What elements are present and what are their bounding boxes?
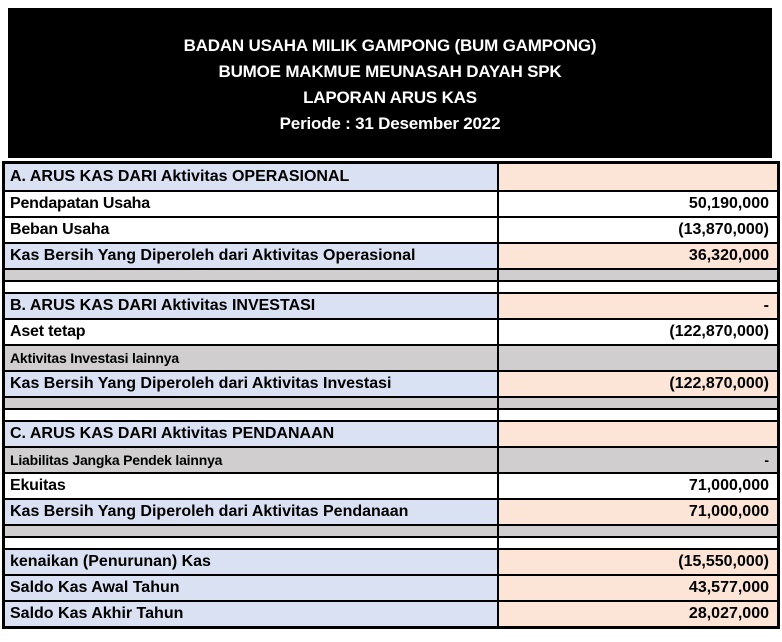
row-value-cell: [499, 164, 777, 190]
row-label-cell: Liabilitas Jangka Pendek lainnya: [5, 448, 499, 472]
table-row: Kas Bersih Yang Diperoleh dari Aktivitas…: [5, 498, 777, 524]
table-row: Aktivitas Investasi lainnya: [5, 344, 777, 370]
row-value-cell: 43,577,000: [499, 576, 777, 600]
row-label-cell: [5, 538, 499, 548]
row-label-cell: Aset tetap: [5, 320, 499, 344]
table-row: Kas Bersih Yang Diperoleh dari Aktivitas…: [5, 370, 777, 396]
row-label-cell: Aktivitas Investasi lainnya: [5, 346, 499, 370]
row-value-cell: [499, 282, 777, 292]
report-title: LAPORAN ARUS KAS: [303, 88, 477, 107]
row-value-cell: 71,000,000: [499, 500, 777, 524]
spacer-row: [5, 396, 777, 408]
row-value-cell: 50,190,000: [499, 192, 777, 216]
row-label-cell: A. ARUS KAS DARI Aktivitas OPERASIONAL: [5, 164, 499, 190]
spacer-row: [5, 408, 777, 420]
row-value-cell: [499, 398, 777, 408]
spacer-row: [5, 524, 777, 536]
table-row: Liabilitas Jangka Pendek lainnya -: [5, 446, 777, 472]
table-row: kenaikan (Penurunan) Kas (15,550,000): [5, 548, 777, 574]
row-value-cell: [499, 422, 777, 446]
row-value-cell: [499, 346, 777, 370]
row-value-cell: (13,870,000): [499, 218, 777, 242]
row-label-cell: Pendapatan Usaha: [5, 192, 499, 216]
row-value-cell: 71,000,000: [499, 474, 777, 498]
table-row: B. ARUS KAS DARI Aktivitas INVESTASI -: [5, 292, 777, 318]
table-row: Kas Bersih Yang Diperoleh dari Aktivitas…: [5, 242, 777, 268]
spacer-row: [5, 280, 777, 292]
row-label-cell: Kas Bersih Yang Diperoleh dari Aktivitas…: [5, 500, 499, 524]
table-row: C. ARUS KAS DARI Aktivitas PENDANAAN: [5, 420, 777, 446]
table-row: Saldo Kas Akhir Tahun 28,027,000: [5, 600, 777, 626]
row-label-cell: Saldo Kas Akhir Tahun: [5, 602, 499, 626]
row-label-cell: Kas Bersih Yang Diperoleh dari Aktivitas…: [5, 244, 499, 268]
report-header: BADAN USAHA MILIK GAMPONG (BUM GAMPONG) …: [8, 8, 772, 158]
org-name: BADAN USAHA MILIK GAMPONG (BUM GAMPONG): [183, 36, 597, 55]
row-label-cell: [5, 270, 499, 280]
row-label-cell: B. ARUS KAS DARI Aktivitas INVESTASI: [5, 294, 499, 318]
row-label-cell: Beban Usaha: [5, 218, 499, 242]
row-label-cell: [5, 282, 499, 292]
row-value-cell: [499, 270, 777, 280]
row-label-cell: [5, 526, 499, 536]
table-row: Saldo Kas Awal Tahun 43,577,000: [5, 574, 777, 600]
row-value-cell: 36,320,000: [499, 244, 777, 268]
row-value-cell: (15,550,000): [499, 550, 777, 574]
row-value-cell: 28,027,000: [499, 602, 777, 626]
table-row: A. ARUS KAS DARI Aktivitas OPERASIONAL: [5, 164, 777, 190]
spacer-row: [5, 536, 777, 548]
row-label-cell: [5, 410, 499, 420]
row-label-cell: Saldo Kas Awal Tahun: [5, 576, 499, 600]
row-label-cell: [5, 398, 499, 408]
row-value-cell: -: [499, 294, 777, 318]
table-row: Beban Usaha (13,870,000): [5, 216, 777, 242]
report-period: Periode : 31 Desember 2022: [279, 114, 501, 133]
row-value-cell: [499, 526, 777, 536]
cash-flow-table: A. ARUS KAS DARI Aktivitas OPERASIONAL Pe…: [2, 161, 780, 629]
row-label-cell: C. ARUS KAS DARI Aktivitas PENDANAAN: [5, 422, 499, 446]
row-value-cell: [499, 538, 777, 548]
row-label-cell: Kas Bersih Yang Diperoleh dari Aktivitas…: [5, 372, 499, 396]
row-value-cell: (122,870,000): [499, 320, 777, 344]
table-row: Aset tetap (122,870,000): [5, 318, 777, 344]
business-unit-name: BUMOE MAKMUE MEUNASAH DAYAH SPK: [218, 62, 562, 81]
table-row: Ekuitas 71,000,000: [5, 472, 777, 498]
row-value-cell: [499, 410, 777, 420]
row-label-cell: Ekuitas: [5, 474, 499, 498]
spacer-row: [5, 268, 777, 280]
row-label-cell: kenaikan (Penurunan) Kas: [5, 550, 499, 574]
row-value-cell: (122,870,000): [499, 372, 777, 396]
row-value-cell: -: [499, 448, 777, 472]
table-row: Pendapatan Usaha 50,190,000: [5, 190, 777, 216]
